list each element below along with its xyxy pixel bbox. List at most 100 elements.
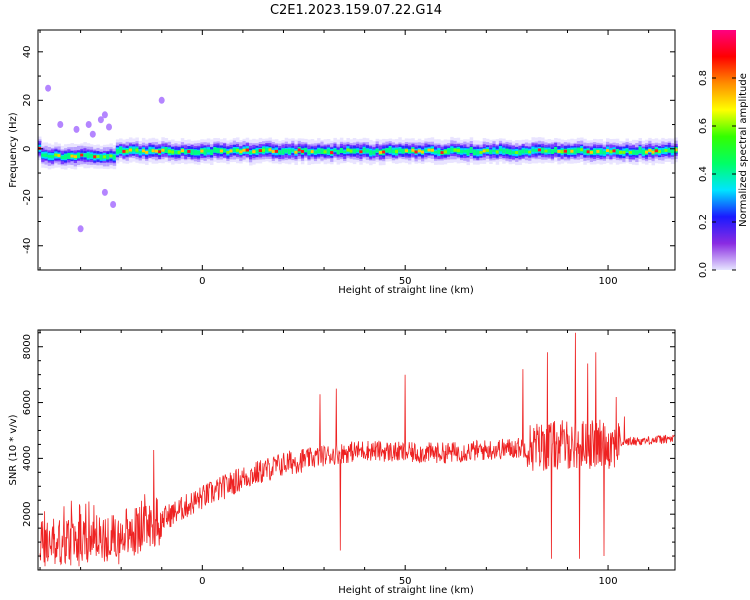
heatmap-cell (573, 148, 578, 154)
heatmap-cell (47, 155, 52, 158)
heatmap-cell (304, 147, 308, 153)
heatmap-cell (401, 148, 405, 154)
chart-title: C2E1.2023.159.07.22.G14 (270, 3, 442, 18)
heatmap-cell (216, 148, 220, 154)
heatmap-cell (641, 149, 646, 155)
heatmap-peak-cell (70, 154, 74, 158)
x-tick-label: 0 (199, 276, 205, 287)
heatmap-peak-cell (135, 148, 139, 152)
heatmap-peak-cell (456, 149, 461, 152)
x-tick-label: 50 (399, 276, 412, 287)
heatmap-cell (77, 152, 81, 159)
heatmap-blob (45, 84, 52, 92)
heatmap-cell (505, 148, 509, 154)
heatmap-cell (388, 147, 393, 153)
heatmap-cell (547, 149, 552, 153)
heatmap-cell (447, 148, 451, 155)
heatmap-peak-cell (187, 150, 191, 153)
heatmap-peak-cell (606, 149, 610, 152)
heatmap-peak-cell (109, 154, 113, 158)
heatmap-blob (106, 123, 112, 131)
colorbar-label: Normalized spectral amplitude (738, 73, 749, 227)
heatmap-cell (534, 149, 539, 152)
heatmap-cell (232, 148, 237, 152)
heatmap-peak-cell (262, 148, 266, 152)
heatmap-peak-cell (171, 150, 175, 154)
heatmap-cell (193, 150, 198, 155)
heatmap-cell (317, 148, 321, 154)
heatmap-cell (99, 154, 104, 160)
heatmap-peak-cell (404, 149, 409, 153)
heatmap-cell (489, 149, 493, 155)
colorbar-ticks: 0.0 0.2 0.4 0.6 0.8 (698, 70, 736, 278)
heatmap-peak-cell (180, 149, 185, 153)
heatmap-peak-cell (645, 150, 649, 154)
heatmap-peak-cell (151, 149, 156, 153)
heatmap-cell (44, 153, 48, 157)
heatmap-cell (352, 148, 357, 154)
heatmap-peak-cell (300, 150, 305, 153)
heatmap-peak-cell (239, 150, 243, 154)
heatmap-blob (101, 111, 108, 119)
heatmap-peak-cell (485, 149, 490, 152)
heatmap-peak-cell (128, 148, 133, 152)
y-tick-label: 8000 (22, 334, 33, 359)
colorbar-tick-label: 0.6 (698, 118, 709, 134)
colorbar-gradient (712, 30, 736, 270)
heatmap-cell (372, 150, 376, 155)
heatmap-cell (249, 151, 253, 154)
heatmap-peak-cell (161, 148, 165, 152)
heatmap-cell (255, 149, 259, 154)
heatmap-cell (602, 150, 607, 155)
heatmap-cell (469, 147, 474, 153)
heatmap-peak-cell (245, 148, 250, 152)
heatmap-peak-cell (252, 150, 256, 154)
heatmap-peak-cell (443, 150, 448, 154)
heatmap-cell (466, 149, 470, 155)
heatmap-cell (541, 147, 545, 154)
heatmap-peak-cell (297, 148, 302, 152)
heatmap-cell (287, 148, 292, 154)
heatmap-peak-cell (580, 148, 584, 152)
heatmap-cell (164, 147, 169, 153)
heatmap-cell (138, 151, 143, 154)
heatmap-cell (476, 150, 480, 155)
heatmap-peak-cell (323, 150, 328, 154)
heatmap-peak-cell (654, 149, 659, 153)
snr-series-line (39, 332, 675, 567)
heatmap-peak-cell (544, 149, 548, 153)
y-tick-label: 40 (22, 45, 33, 58)
heatmap-cell (576, 147, 581, 154)
x-tick-label: 50 (399, 576, 412, 587)
heatmap-cell (599, 149, 603, 155)
heatmap-peak-cell (310, 150, 315, 153)
snr-ylabel: SNR (10 * v/v) (8, 414, 19, 485)
heatmap-blob (57, 121, 64, 128)
colorbar-tick-label: 0.2 (698, 214, 709, 230)
heatmap-cell (362, 147, 367, 153)
heatmap-cell (333, 148, 337, 152)
heatmap-peak-cell (229, 149, 233, 153)
heatmap-cell (567, 149, 571, 155)
heatmap-peak-cell (346, 148, 350, 152)
heatmap-cell (115, 149, 120, 154)
heatmap-cell (391, 149, 396, 154)
heatmap-peak-cell (395, 150, 399, 153)
heatmap-cell (365, 149, 370, 153)
heatmap-peak-cell (482, 149, 487, 153)
colorbar-tick-label: 0.8 (698, 70, 709, 86)
heatmap-cell (174, 150, 178, 154)
heatmap-cell (326, 148, 331, 154)
heatmap-cell (661, 149, 665, 153)
heatmap-blob (85, 121, 92, 128)
heatmap-peak-cell (589, 150, 594, 154)
heatmap-peak-cell (515, 151, 519, 154)
heatmap-cell (60, 155, 65, 160)
heatmap-cell (320, 148, 324, 154)
heatmap-cell (265, 148, 269, 152)
y-tick-label: -40 (22, 238, 33, 254)
heatmap-peak-cell (586, 150, 591, 154)
spectrogram-panel: 0 50 100 -40 -20 0 20 40 Height of straight lin… (8, 29, 678, 296)
heatmap-peak-cell (658, 150, 662, 154)
